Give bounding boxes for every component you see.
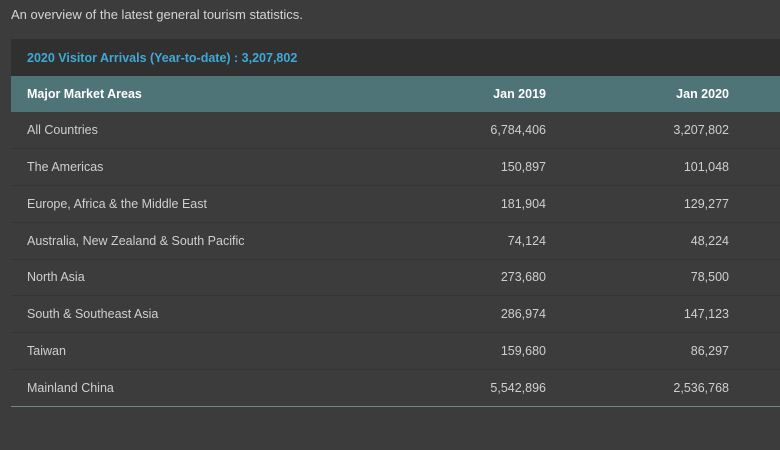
table-row: The Americas 150,897 101,048 bbox=[11, 149, 780, 186]
table-row: Europe, Africa & the Middle East 181,904… bbox=[11, 186, 780, 223]
cell-jan-2019: 273,680 bbox=[500, 270, 546, 285]
cell-area: Europe, Africa & the Middle East bbox=[27, 196, 207, 211]
header-major-market-areas: Major Market Areas bbox=[27, 87, 142, 101]
header-jan-2020: Jan 2020 bbox=[676, 87, 729, 101]
cell-jan-2019: 74,124 bbox=[507, 233, 546, 248]
cell-jan-2019: 6,784,406 bbox=[490, 123, 546, 138]
cell-area: South & Southeast Asia bbox=[27, 307, 159, 322]
cell-area: All Countries bbox=[27, 123, 98, 138]
cell-jan-2020: 101,048 bbox=[683, 160, 729, 175]
table-row: All Countries 6,784,406 3,207,802 bbox=[11, 112, 780, 149]
table-header-row: Major Market Areas Jan 2019 Jan 2020 bbox=[11, 76, 780, 112]
cell-area: Taiwan bbox=[27, 343, 66, 358]
cell-jan-2020: 48,224 bbox=[690, 233, 729, 248]
table-row: South & Southeast Asia 286,974 147,123 bbox=[11, 296, 780, 333]
cell-jan-2019: 150,897 bbox=[500, 160, 546, 175]
table-row: Australia, New Zealand & South Pacific 7… bbox=[11, 222, 780, 259]
cell-jan-2020: 129,277 bbox=[683, 196, 729, 211]
table-caption: 2020 Visitor Arrivals (Year-to-date) : 3… bbox=[11, 39, 780, 76]
cell-jan-2019: 5,542,896 bbox=[490, 380, 546, 395]
cell-jan-2020: 86,297 bbox=[690, 343, 729, 358]
cell-area: Mainland China bbox=[27, 380, 114, 395]
cell-area: North Asia bbox=[27, 270, 85, 285]
intro-text: An overview of the latest general touris… bbox=[11, 7, 303, 22]
table-row: North Asia 273,680 78,500 bbox=[11, 259, 780, 296]
cell-jan-2019: 286,974 bbox=[500, 307, 546, 322]
caption-text: 2020 Visitor Arrivals (Year-to-date) : 3… bbox=[27, 50, 298, 65]
cell-jan-2019: 159,680 bbox=[500, 343, 546, 358]
cell-jan-2020: 147,123 bbox=[683, 307, 729, 322]
cell-area: Australia, New Zealand & South Pacific bbox=[27, 233, 245, 248]
header-jan-2019: Jan 2019 bbox=[493, 87, 546, 101]
cell-area: The Americas bbox=[27, 160, 104, 175]
visitor-arrivals-table: 2020 Visitor Arrivals (Year-to-date) : 3… bbox=[11, 39, 780, 407]
table-row: Mainland China 5,542,896 2,536,768 bbox=[11, 369, 780, 406]
stats-table: Major Market Areas Jan 2019 Jan 2020 All… bbox=[11, 76, 780, 407]
cell-jan-2020: 78,500 bbox=[690, 270, 729, 285]
cell-jan-2020: 3,207,802 bbox=[673, 123, 729, 138]
cell-jan-2020: 2,536,768 bbox=[673, 380, 729, 395]
cell-jan-2019: 181,904 bbox=[500, 196, 546, 211]
table-row: Taiwan 159,680 86,297 bbox=[11, 333, 780, 370]
